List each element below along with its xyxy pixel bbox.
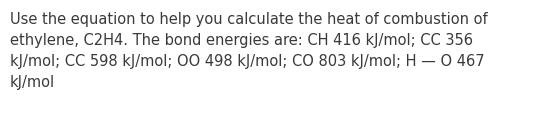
Text: Use the equation to help you calculate the heat of combustion of
ethylene, C2H4.: Use the equation to help you calculate t… <box>10 12 488 90</box>
